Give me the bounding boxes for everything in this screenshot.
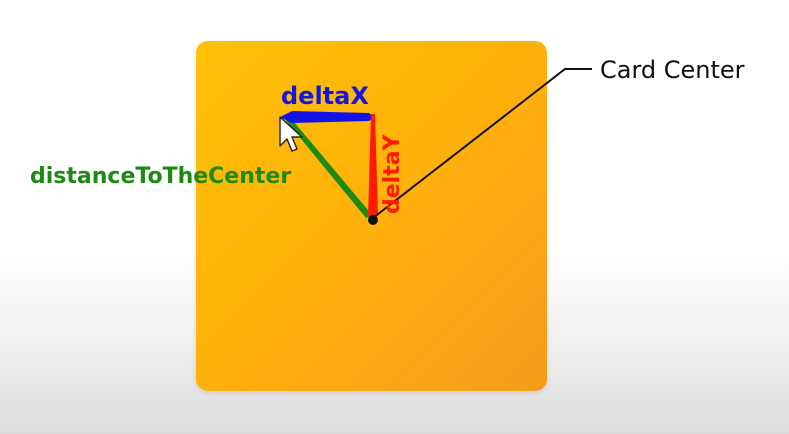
delta-y-arrow: [368, 114, 378, 216]
card-center-label: Card Center: [600, 56, 745, 84]
delta-y-label: deltaY: [380, 134, 405, 214]
card-center-leader-line: [372, 68, 592, 219]
mouse-pointer-arrow-icon: [279, 116, 303, 152]
delta-x-arrow: [280, 111, 374, 123]
delta-x-label: deltaX: [281, 82, 369, 110]
distance-to-the-center-label: distanceToTheCenter: [30, 164, 292, 189]
distance-arrow: [283, 117, 373, 218]
card-center-point: [368, 215, 378, 225]
